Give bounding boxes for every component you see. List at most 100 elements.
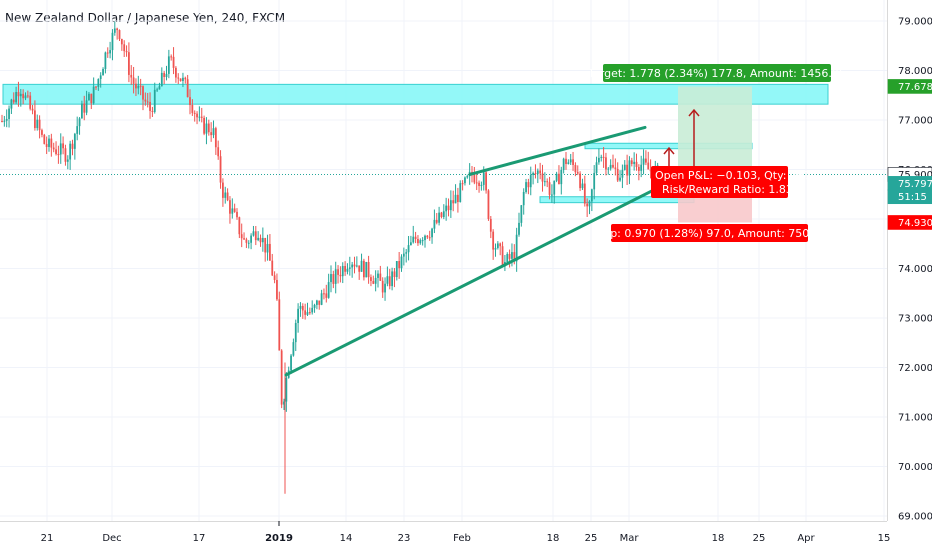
price-tag-bg [887,189,932,205]
target-label-bg [603,64,831,82]
candle-body [12,99,15,103]
candle-body [421,240,424,242]
candle-body [219,156,222,183]
candle-body [637,166,640,171]
x-tick-label: 14 [340,533,353,544]
candle-body [351,264,354,268]
candle-body [210,132,213,136]
candle-body [536,170,539,174]
candle-body [158,86,161,90]
x-tick-label: 2019 [265,533,293,544]
candle-body [76,126,79,134]
candle-body [318,300,321,305]
candle-body [189,97,191,106]
candle-body [595,162,598,173]
candle-body [5,118,8,121]
x-tick-label: Apr [797,533,815,544]
candle-body [139,85,142,87]
candle-body [252,231,255,236]
candle-body [482,172,485,185]
candle-body [508,254,511,259]
candle-body [405,252,408,254]
y-tick-label: 78.000 [898,66,932,77]
candle-body [292,342,295,356]
candle-body [78,118,81,127]
price-tag-bg [887,79,932,94]
candle-body [175,67,177,78]
candle-body [353,264,356,267]
candle-body [562,158,565,170]
candle-body [518,222,520,235]
candle-body [515,234,518,262]
candle-body [111,32,114,51]
candle-body [29,95,32,109]
candle-body [480,184,483,186]
candle-body [433,219,436,229]
candle-body [529,175,532,188]
candle-body [273,275,276,280]
candle-body [334,269,337,284]
candle-body [374,277,377,284]
candle-body [630,160,633,164]
candle-body [184,77,187,80]
candle-body [285,377,288,402]
candle-body [73,133,76,149]
price-tag: 75.797 [887,176,932,191]
candle-body [130,74,133,78]
candle-body [609,164,612,169]
candle-body [41,130,43,135]
candle-body [207,123,210,133]
candle-body [395,261,398,278]
candle-body [546,181,549,183]
candle-body [15,92,17,103]
candle-body [388,276,391,287]
stop-label-text: Stop: 0.970 (1.28%) 97.0, Amount: 750.71 [592,227,827,240]
candle-body [555,173,558,181]
candle-body [543,181,546,183]
candle-body [475,182,478,184]
candle-body [34,110,36,129]
x-tick-label: 18 [712,533,725,544]
candle-body [172,56,175,68]
candle-body [151,110,154,112]
x-tick-label: 15 [878,533,891,544]
trendline-support [284,184,664,377]
candle-body [534,173,537,175]
candle-body [266,243,269,253]
candle-body [10,99,13,109]
candle-body [132,77,135,84]
candle-body [1,120,3,122]
price-tag-bg [887,215,932,230]
candle-body [649,169,652,172]
candle-body [120,39,123,45]
candle-body [642,158,645,165]
candle-body [569,159,572,163]
candle-body [250,235,252,243]
candle-body [600,156,603,158]
candle-body [52,147,55,150]
candle-body [48,138,50,147]
position-tool[interactable] [0,86,887,223]
candle-body [283,401,285,405]
candle-body [440,212,443,217]
candle-body [261,237,264,243]
candle-body [212,128,215,136]
candle-body [400,256,403,269]
candle-body [36,119,39,129]
candle-body [106,52,109,54]
candle-body [226,192,229,201]
candle-body [581,183,584,189]
candle-body [156,89,158,91]
candle-body [167,56,170,74]
candle-body [588,201,591,207]
candle-body [280,350,283,405]
candle-body [144,99,147,102]
candle-body [99,75,102,80]
trendlines-layer[interactable] [284,125,664,377]
candle-body [614,167,617,169]
candle-body [3,120,6,122]
candle-body [301,305,304,311]
candle-body [583,183,586,204]
